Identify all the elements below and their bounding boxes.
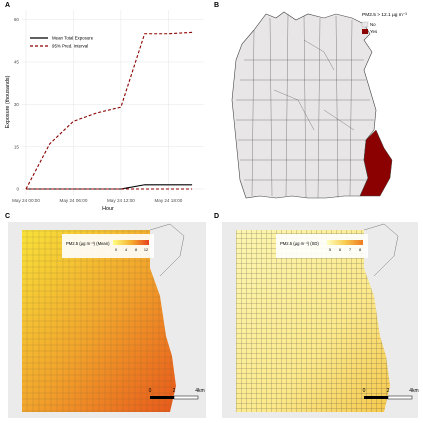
sf-map-outline (231, 11, 393, 199)
exceedance-map: PM2.5 > 12.1 µg m⁻³ No Yes (231, 11, 407, 199)
legend-swatch-no (361, 21, 369, 28)
sd-legend-colorbar (327, 240, 363, 245)
mean-legend-tick-12: 12 (144, 248, 148, 252)
legend-label-yes: Yes (370, 29, 378, 34)
sd-legend-tick-5: 5 (329, 248, 331, 252)
plot-area (22, 10, 204, 195)
mean-legend-title: PM2.5 (µg m⁻³) (Mean) (66, 241, 110, 246)
x-tick-labels: May 24 00:00 May 24 06:00 May 24 12:00 May … (12, 198, 183, 203)
street-network (236, 230, 390, 412)
x-tick-label: May 24 18:00 (154, 198, 182, 203)
scale-label-2: 2 (387, 388, 390, 394)
panel-letter-b: B (214, 2, 220, 9)
legend-title-b: PM2.5 > 12.1 µg m⁻³ (362, 12, 407, 18)
legend-label-no: No (370, 22, 376, 27)
legend-label-mean: Mean Total Exposure (52, 36, 94, 41)
series-lines (25, 31, 193, 190)
scale-label-4km: 4km (195, 388, 204, 394)
sd-legend-tick-6: 6 (339, 248, 341, 252)
sd-legend: PM2.5 (µg m⁻³) (SD) 5 6 7 8 (276, 234, 368, 258)
mean-legend-tick-4: 4 (125, 248, 127, 252)
mean-legend-tick-8: 8 (135, 248, 137, 252)
mean-pm25-map: PM2.5 (µg m⁻³) (Mean) 0 4 8 12 0 2 4km (8, 222, 206, 418)
sd-pm25-map: PM2.5 (µg m⁻³) (SD) 5 6 7 8 0 2 4km (222, 222, 419, 418)
chart-legend: Mean Total Exposure 95% Pred. Interval (30, 36, 94, 49)
y-tick-label: 0 (16, 187, 19, 192)
scale-label-2: 2 (173, 388, 176, 394)
y-axis-title: Exposure (thousands) (5, 75, 11, 128)
x-axis-title: Hour (102, 206, 114, 212)
x-tick-label: May 24 06:00 (60, 198, 88, 203)
sd-legend-title: PM2.5 (µg m⁻³) (SD) (280, 241, 319, 246)
y-tick-label: 45 (14, 60, 20, 65)
neighborhood-boundaries (236, 13, 374, 199)
y-tick-labels: 0 15 30 45 60 (14, 17, 20, 191)
exceedance-region (359, 129, 393, 197)
scale-label-0: 0 (149, 388, 152, 394)
mean-legend: PM2.5 (µg m⁻³) (Mean) 0 4 8 12 (62, 234, 154, 258)
coastline (363, 223, 399, 277)
mean-legend-colorbar (113, 240, 149, 245)
legend-swatch-yes (362, 29, 368, 34)
scale-bar-d: 0 2 4km (363, 388, 419, 400)
sd-legend-tick-7: 7 (349, 248, 351, 252)
coastline (149, 223, 185, 277)
scale-bar-c: 0 2 4km (149, 388, 205, 400)
scale-label-4km: 4km (409, 388, 418, 394)
y-tick-label: 15 (14, 144, 20, 149)
x-tick-label: May 24 12:00 (107, 198, 135, 203)
map-b-legend: PM2.5 > 12.1 µg m⁻³ No Yes (361, 12, 407, 34)
sd-legend-tick-8: 8 (359, 248, 361, 252)
y-tick-label: 30 (14, 102, 20, 107)
mean-legend-tick-0: 0 (115, 248, 117, 252)
panel-letter-a: A (5, 2, 11, 9)
x-tick-label: May 24 00:00 (12, 198, 40, 203)
scale-label-0: 0 (363, 388, 366, 394)
panel-letter-c: C (5, 213, 11, 220)
series-line-1 (25, 31, 193, 190)
legend-label-interval: 95% Pred. Interval (52, 44, 88, 49)
panel-letter-d: D (214, 213, 220, 220)
street-network (22, 230, 176, 412)
y-tick-label: 60 (14, 17, 20, 22)
